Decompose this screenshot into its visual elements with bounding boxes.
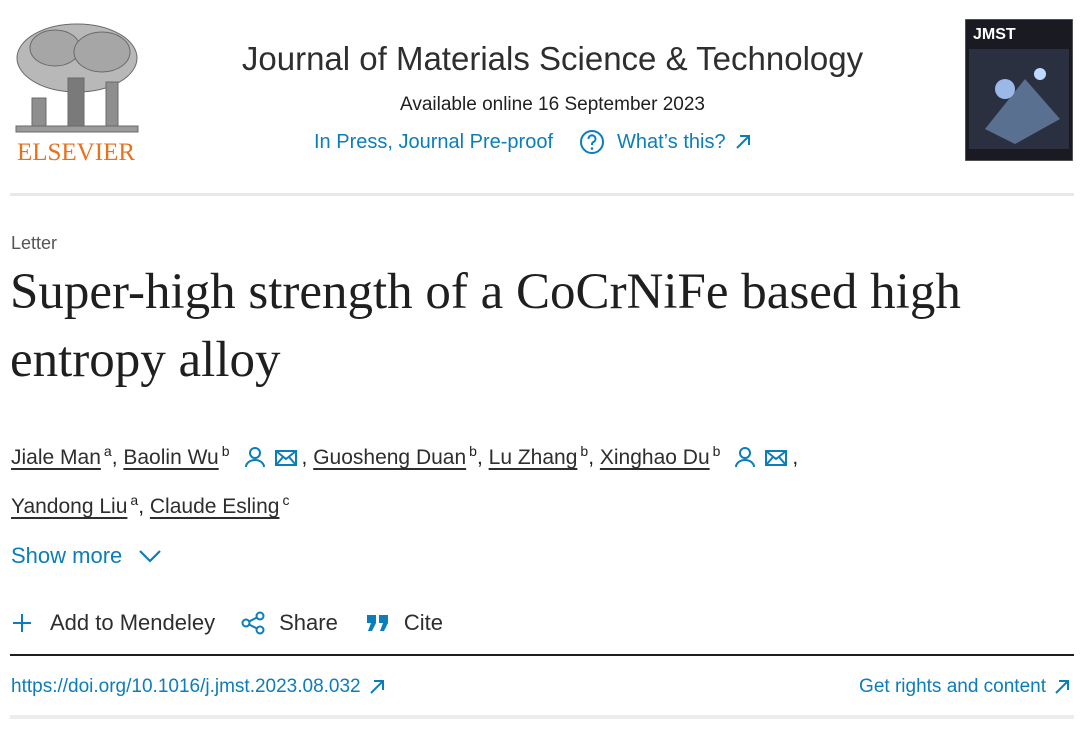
action[interactable]: Cite — [403, 610, 443, 635]
separator: , — [792, 446, 799, 469]
journal-cover[interactable]: JMST — [965, 19, 1073, 161]
author-name[interactable]: Yandong Liu — [11, 495, 128, 518]
action[interactable]: Add to Mendeley — [50, 610, 216, 635]
status-row: In Press, Journal Pre-proof What’s this? — [314, 129, 752, 155]
author-name[interactable]: Claude Esling — [149, 495, 280, 518]
affiliation: b — [469, 443, 477, 459]
actions: Add to Mendeley Share Cite — [12, 610, 443, 636]
external-icon — [735, 135, 750, 149]
cover-title: JMST — [973, 26, 1016, 43]
doi[interactable]: https://doi.org/10.1016/j.jmst.2023.08.0… — [11, 676, 361, 697]
separator: , — [138, 495, 145, 518]
author-name[interactable]: Jiale Man — [11, 446, 101, 469]
affiliation: b — [580, 443, 589, 459]
publisher: ELSEVIER — [17, 139, 135, 166]
email-icon[interactable] — [764, 448, 788, 468]
affiliation: b — [221, 443, 230, 459]
action[interactable]: Share — [279, 610, 338, 635]
show-more-label[interactable]: Show more — [11, 543, 123, 568]
article-type: Letter — [11, 233, 58, 253]
external-icon — [369, 680, 384, 694]
show-more[interactable]: Show more — [11, 543, 162, 569]
separator: , — [301, 446, 308, 469]
help-icon[interactable] — [579, 129, 605, 155]
divider — [10, 193, 1074, 196]
plus-icon[interactable] — [12, 613, 32, 633]
author-name[interactable]: Xinghao Du — [599, 446, 710, 469]
article-title: Super-high strength of a CoCrNiFe based … — [10, 264, 961, 388]
person-icon[interactable] — [734, 446, 756, 468]
available-online: Available online 16 September 2023 — [400, 94, 705, 115]
authors: Jiale Man a, Baolin Wu b, Guosheng Duan b, … — [11, 430, 1071, 528]
chevron-icon — [139, 550, 162, 563]
author[interactable]: Claude Esling c — [149, 492, 290, 518]
divider — [10, 715, 1074, 719]
email-icon[interactable] — [274, 448, 298, 468]
affiliation: a — [103, 443, 112, 459]
person-icon[interactable] — [244, 446, 266, 468]
author[interactable]: Lu Zhang b — [488, 443, 589, 469]
whats-this[interactable]: What’s this? — [617, 130, 726, 153]
share-icon[interactable] — [241, 611, 265, 635]
author[interactable]: Guosheng Duan b — [313, 443, 477, 469]
cite-icon[interactable] — [366, 613, 390, 633]
rights-row: Get rights and content — [859, 676, 1070, 698]
status[interactable]: In Press, Journal Pre-proof — [314, 130, 553, 153]
affiliation: a — [130, 492, 139, 508]
author[interactable]: Xinghao Du b — [599, 443, 721, 469]
author[interactable]: Baolin Wu b — [123, 443, 230, 469]
doi-row: https://doi.org/10.1016/j.jmst.2023.08.0… — [11, 676, 385, 698]
external-icon — [1055, 680, 1069, 694]
author-name[interactable]: Lu Zhang — [488, 446, 578, 469]
separator: , — [476, 446, 483, 469]
elsevier-logo[interactable]: ELSEVIER — [10, 18, 145, 166]
affiliation: b — [712, 443, 721, 459]
rights[interactable]: Get rights and content — [859, 676, 1046, 697]
rule — [10, 654, 1074, 656]
author[interactable]: Yandong Liu a — [11, 492, 139, 518]
separator: , — [588, 446, 595, 469]
author-name[interactable]: Guosheng Duan — [313, 446, 467, 469]
separator: , — [111, 446, 118, 469]
author-name[interactable]: Baolin Wu — [123, 446, 219, 469]
journal-title[interactable]: Journal of Materials Science & Technolog… — [241, 40, 864, 77]
affiliation: c — [282, 492, 290, 508]
author[interactable]: Jiale Man a — [11, 443, 112, 469]
